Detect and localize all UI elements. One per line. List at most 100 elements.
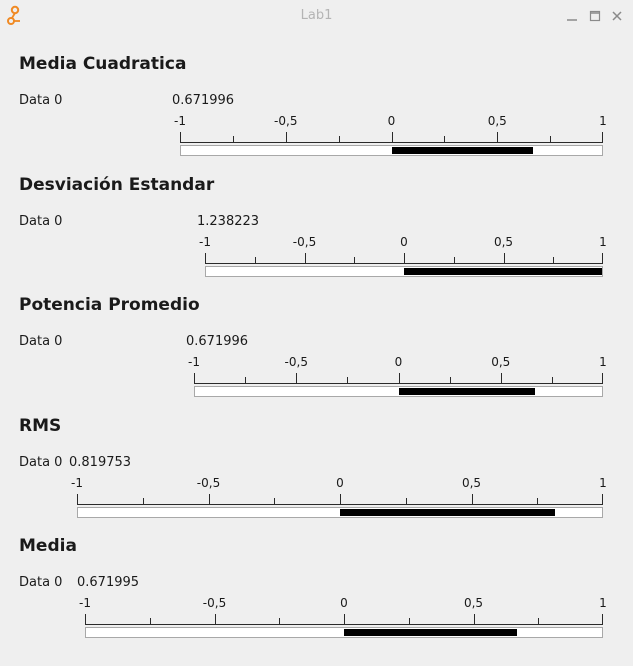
axis-tick-label: 0	[394, 355, 403, 369]
level-meter: -1 -0,5 0 0,5 1	[199, 235, 607, 278]
axis-tick	[85, 614, 86, 624]
axis-line	[85, 624, 603, 625]
close-icon[interactable]	[611, 10, 623, 22]
meter-fill	[344, 629, 518, 636]
axis-tick-label: 1	[599, 235, 607, 249]
axis-tick	[205, 253, 206, 263]
axis-tick-label: 1	[599, 476, 607, 490]
axis-tick	[497, 132, 499, 142]
axis-tick-label: -1	[188, 355, 200, 369]
axis-tick	[344, 614, 345, 624]
axis-tick-label: -1	[79, 596, 91, 610]
meter-track	[205, 266, 603, 277]
axis-tick-label: -0,5	[274, 114, 298, 128]
level-meter: -1 -0,5 0 0,5 1	[188, 355, 607, 398]
data-label: Data 0	[19, 334, 63, 349]
axis-tick	[245, 377, 247, 383]
axis-tick	[232, 136, 234, 142]
axis-tick-label: -0,5	[292, 235, 317, 249]
axis-tick-label: 1	[599, 596, 607, 610]
axis-tick	[254, 257, 256, 263]
axis-tick-label: 0,5	[461, 476, 482, 490]
data-value: 0.671996	[186, 334, 249, 349]
window-title: Lab1	[300, 8, 333, 23]
meter-track	[194, 386, 603, 397]
axis-tick	[77, 494, 78, 504]
section-title: Media Cuadratica	[19, 54, 187, 74]
axis-line	[194, 383, 603, 384]
meter-fill	[340, 509, 555, 516]
axis-tick	[279, 618, 281, 624]
section-title: Potencia Promedio	[19, 295, 200, 315]
axis-tick	[602, 494, 603, 504]
axis-tick	[274, 498, 276, 504]
axis-tick-label: -0,5	[284, 355, 308, 369]
axis-tick	[405, 498, 407, 504]
data-label: Data 0	[19, 455, 63, 470]
app-logo-icon	[7, 5, 20, 25]
axis-tick	[208, 494, 210, 504]
meter-fill	[391, 147, 533, 154]
axis-tick-label: -0,5	[202, 596, 227, 610]
axis-tick	[304, 253, 306, 263]
axis-tick	[550, 136, 552, 142]
axis-tick	[471, 494, 473, 504]
axis-tick	[340, 494, 341, 504]
axis-tick	[553, 257, 555, 263]
data-value: 0.819753	[69, 455, 132, 470]
axis-tick	[453, 257, 455, 263]
data-value: 1.238223	[197, 214, 260, 229]
axis-tick	[602, 132, 603, 142]
axis-tick-label: 0,5	[487, 114, 507, 128]
data-value: 0.671996	[172, 93, 235, 108]
meter-fill	[404, 268, 602, 275]
axis-tick-label: 0,5	[463, 596, 484, 610]
axis-tick	[538, 618, 540, 624]
title-bar: Lab1	[0, 0, 633, 32]
axis-tick-label: -0,5	[196, 476, 221, 490]
axis-tick-label: -1	[174, 114, 186, 128]
axis-tick	[537, 498, 539, 504]
axis-tick	[473, 614, 475, 624]
axis-tick	[285, 132, 287, 142]
axis-tick-label: 0	[340, 596, 348, 610]
axis-tick-label: -1	[71, 476, 83, 490]
axis-tick-label: 0	[400, 235, 408, 249]
axis-tick-label: 0,5	[491, 355, 511, 369]
level-meter: -1 -0,5 0 0,5 1	[79, 596, 607, 639]
axis-tick	[602, 253, 603, 263]
axis-tick	[347, 377, 349, 383]
axis-tick	[354, 257, 356, 263]
axis-tick	[449, 377, 451, 383]
maximize-icon[interactable]	[589, 10, 601, 22]
axis-tick	[214, 614, 216, 624]
axis-tick	[408, 618, 410, 624]
axis-tick-label: 1	[599, 114, 607, 128]
axis-line	[180, 142, 603, 143]
data-label: Data 0	[19, 575, 63, 590]
axis-tick	[391, 132, 393, 142]
section-title: Media	[19, 536, 77, 556]
meter-track	[77, 507, 603, 518]
minimize-icon[interactable]	[566, 10, 578, 22]
axis-tick	[338, 136, 340, 142]
level-meter: -1 -0,5 0 0,5 1	[71, 476, 607, 519]
axis-tick	[149, 618, 151, 624]
level-meter: -1 -0,5 0 0,5 1	[174, 114, 607, 157]
axis-tick-label: 0	[336, 476, 344, 490]
axis-tick-label: -1	[199, 235, 211, 249]
meter-fill	[398, 388, 535, 395]
axis-line	[77, 504, 603, 505]
data-label: Data 0	[19, 214, 63, 229]
axis-tick	[444, 136, 446, 142]
axis-line	[205, 263, 603, 264]
axis-tick	[551, 377, 553, 383]
data-value: 0.671995	[77, 575, 140, 590]
section-title: RMS	[19, 416, 62, 436]
meter-track	[180, 145, 603, 156]
data-label: Data 0	[19, 93, 63, 108]
axis-tick-label: 0,5	[493, 235, 514, 249]
axis-tick	[194, 373, 195, 383]
axis-tick	[404, 253, 405, 263]
axis-tick	[500, 373, 502, 383]
